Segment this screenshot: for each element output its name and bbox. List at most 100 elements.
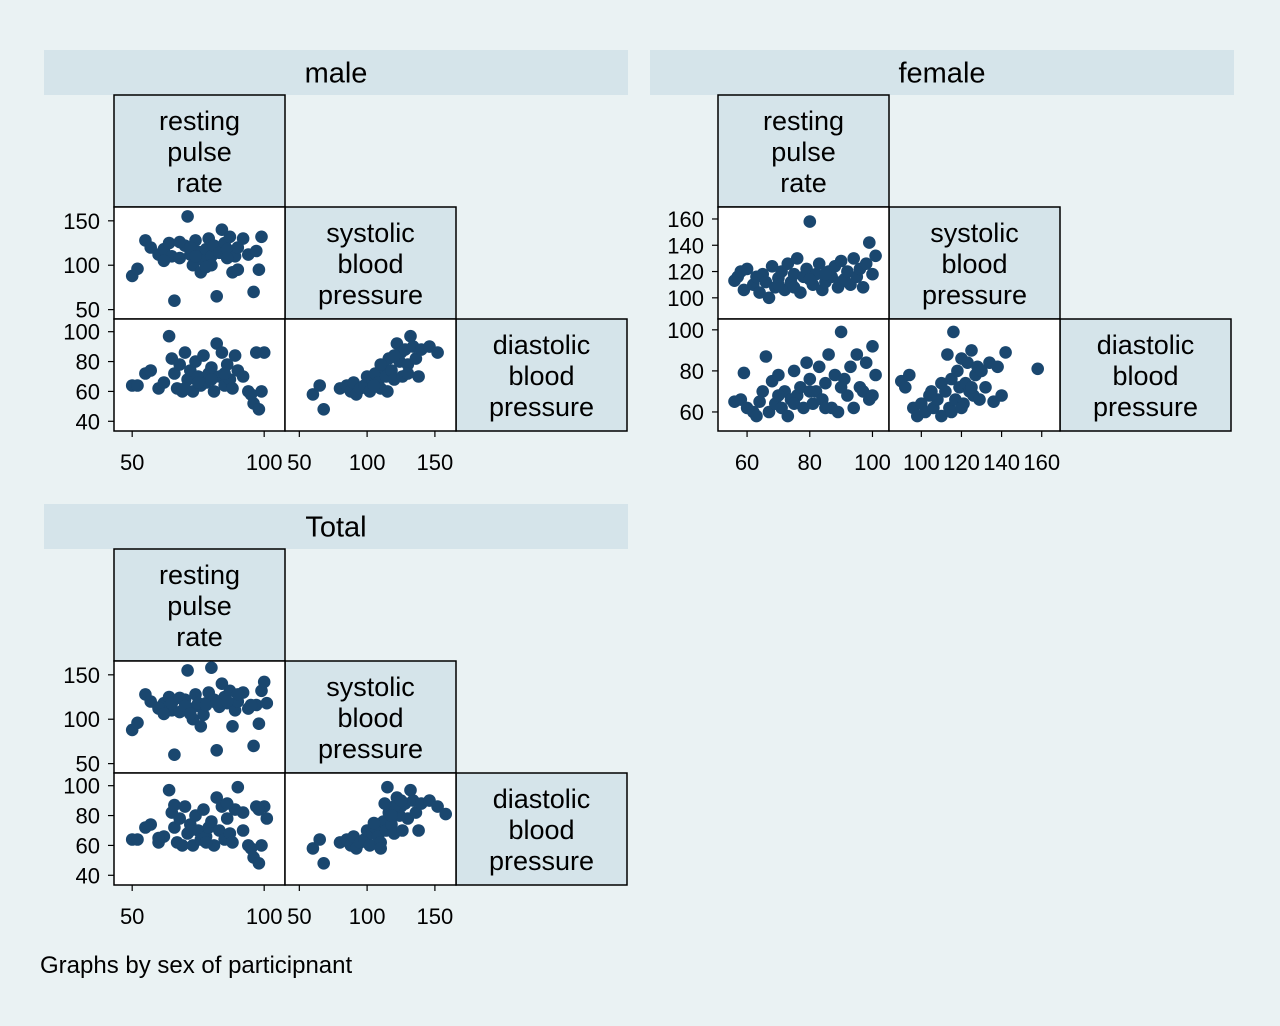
data-point [800, 356, 813, 370]
variable-label-line: rate [780, 168, 827, 198]
variable-label: resting pulse rate [159, 106, 240, 198]
data-point [822, 348, 835, 361]
data-point [951, 364, 964, 378]
y-tick-label: 100 [667, 286, 704, 311]
footnote: Graphs by sex of participnant [40, 952, 353, 979]
y-tick-label: 140 [667, 233, 704, 258]
data-point [869, 368, 882, 382]
x-tick-label: 80 [798, 450, 822, 475]
data-point [197, 803, 210, 816]
data-point [394, 794, 408, 807]
data-point [152, 831, 165, 845]
data-point [787, 364, 801, 378]
data-point [162, 236, 176, 250]
data-point [404, 783, 417, 797]
variable-label-line: blood [941, 249, 1007, 279]
y-tick-label: 100 [63, 320, 100, 345]
data-point [197, 708, 210, 722]
data-point [226, 836, 239, 849]
data-point [431, 800, 444, 813]
data-point [737, 283, 751, 297]
data-point [249, 244, 263, 258]
panel-header [44, 50, 628, 95]
data-point [759, 350, 773, 363]
data-point [847, 252, 860, 265]
data-point [252, 857, 266, 870]
variable-label-line: blood [508, 361, 574, 391]
variable-label-line: pressure [489, 392, 594, 422]
variable-label-line: resting [159, 106, 240, 136]
y-tick-label: 50 [76, 298, 100, 323]
data-point [834, 325, 848, 339]
data-point [955, 401, 968, 415]
data-point [168, 748, 181, 761]
variable-label-line: diastolic [1097, 330, 1195, 360]
data-point [772, 278, 785, 292]
data-point [790, 252, 804, 265]
data-point [979, 381, 992, 394]
data-point [396, 824, 409, 837]
y-tick-label: 40 [76, 863, 100, 888]
data-point [869, 249, 882, 263]
variable-label: systolic blood pressure [318, 218, 423, 310]
data-point [255, 385, 268, 398]
data-point [834, 381, 848, 394]
data-point [197, 349, 210, 362]
data-point [781, 257, 795, 271]
data-point [999, 346, 1012, 359]
data-point [935, 376, 948, 390]
data-point [812, 360, 826, 374]
data-point [131, 716, 144, 730]
data-point [178, 346, 192, 359]
data-point [935, 409, 948, 423]
x-tick-label: 150 [417, 450, 454, 475]
variable-label-line: pulse [167, 591, 232, 621]
data-point [834, 275, 848, 289]
data-point [740, 262, 754, 276]
data-point [385, 809, 398, 822]
data-point [260, 696, 274, 710]
data-point [831, 405, 845, 419]
data-point [367, 379, 381, 392]
data-point [252, 717, 266, 730]
data-point [247, 285, 260, 299]
diagonal-cell [113, 94, 286, 208]
data-point [803, 372, 817, 386]
data-point [168, 294, 181, 308]
data-point [737, 366, 751, 380]
y-tick-label: 80 [680, 359, 704, 384]
data-point [244, 698, 258, 712]
data-point [313, 379, 327, 392]
data-point [866, 340, 879, 353]
x-tick-label: 50 [287, 904, 311, 929]
y-tick-label: 60 [76, 379, 100, 404]
data-point [228, 349, 242, 362]
data-point [899, 381, 912, 394]
data-point [803, 273, 817, 286]
variable-label-line: pressure [318, 734, 423, 764]
data-point [765, 260, 779, 273]
variable-label: diastolic blood pressure [1093, 330, 1198, 422]
data-point [220, 797, 234, 810]
x-tick-label: 100 [854, 450, 891, 475]
x-tick-label: 100 [349, 904, 386, 929]
data-point [401, 367, 415, 380]
data-point [252, 263, 266, 277]
data-point [162, 329, 176, 343]
y-tick-label: 100 [63, 774, 100, 799]
data-point [367, 816, 381, 830]
data-point [257, 346, 271, 359]
variable-label-line: blood [508, 815, 574, 845]
variable-label-line: pressure [922, 280, 1027, 310]
data-point [210, 744, 223, 757]
data-point [753, 395, 766, 409]
data-point [236, 232, 250, 245]
variable-label-line: rate [176, 622, 223, 652]
y-tick-label: 120 [667, 260, 704, 285]
data-point [925, 385, 938, 398]
data-point [173, 812, 186, 825]
data-point [756, 385, 769, 398]
